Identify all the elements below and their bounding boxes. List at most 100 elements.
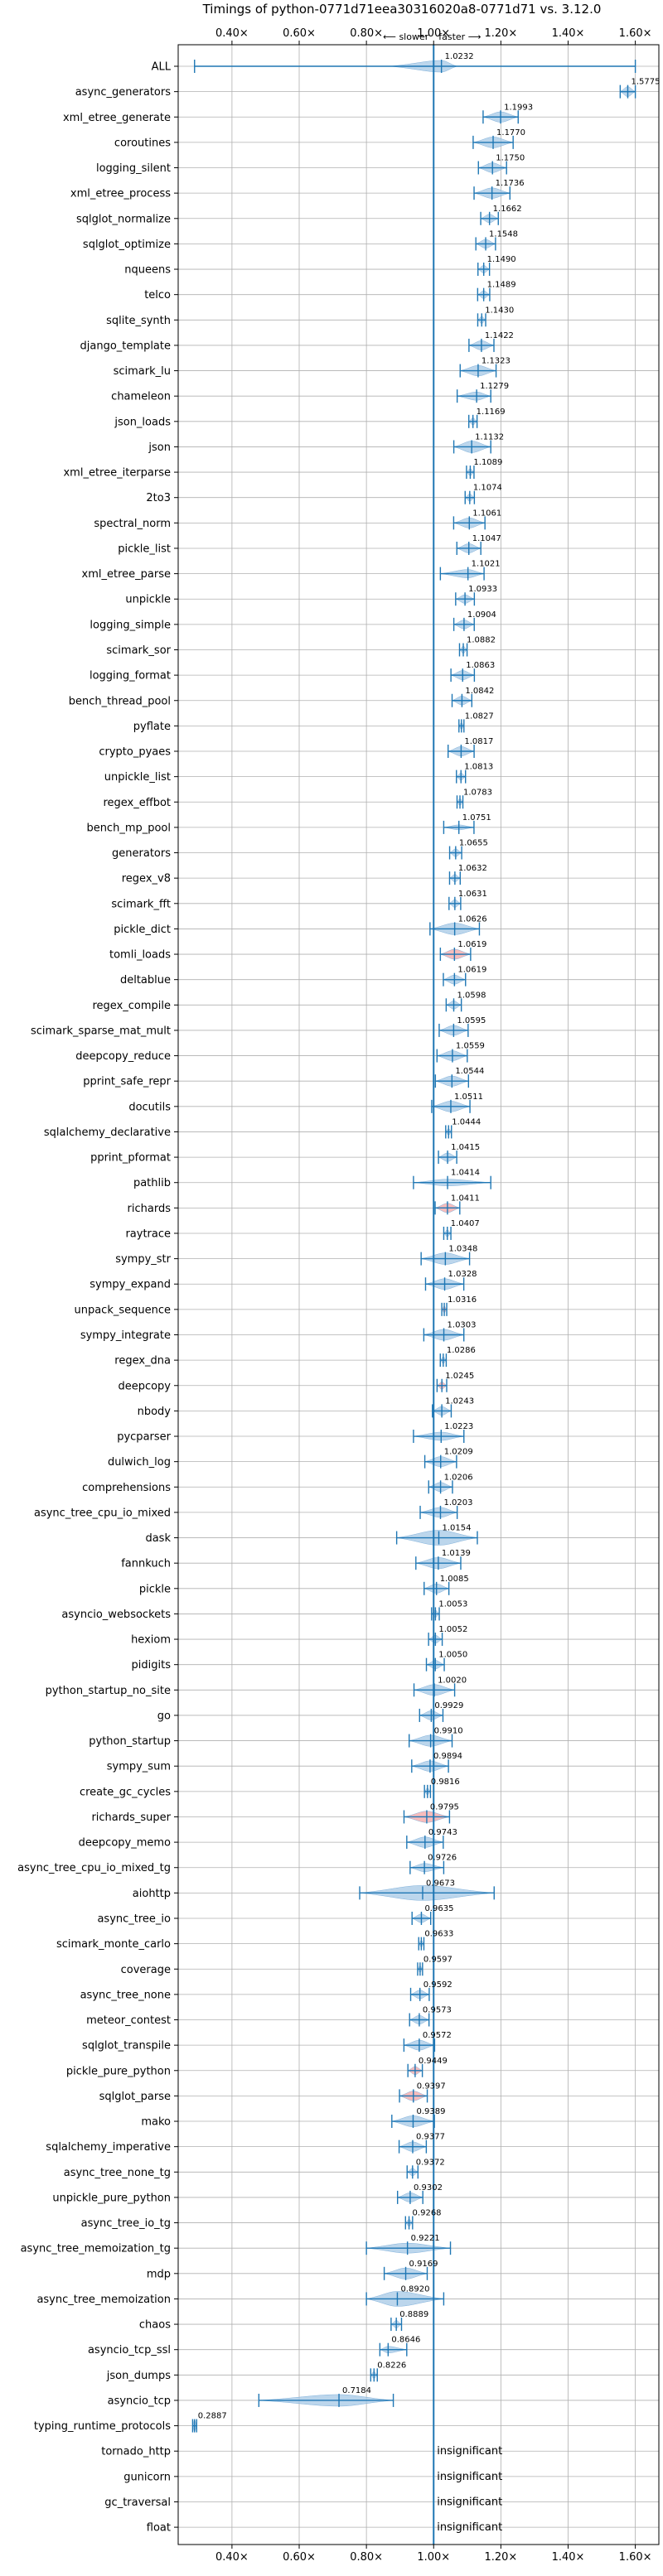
value-label: 1.0933 xyxy=(468,585,497,594)
benchmark-name: fannkuch xyxy=(121,1558,171,1570)
value-label: 1.0904 xyxy=(467,610,496,620)
value-label: 1.0050 xyxy=(438,1651,467,1660)
benchmark-name: unpickle_pure_python xyxy=(52,2192,171,2204)
benchmark-name: deepcopy_reduce xyxy=(75,1050,171,1063)
benchmark-name: sympy_sum xyxy=(107,1761,171,1773)
value-label: 1.1750 xyxy=(496,154,525,163)
benchmark-name: comprehensions xyxy=(82,1482,171,1494)
value-label: 1.0206 xyxy=(444,1473,473,1482)
tick-label-bottom: 1.00× xyxy=(417,2551,450,2564)
value-label: 1.0595 xyxy=(457,1016,486,1025)
benchmark-name: gunicorn xyxy=(123,2471,171,2483)
value-label: 1.1061 xyxy=(472,509,501,518)
benchmark-name: mako xyxy=(141,2116,171,2129)
tick-label-bottom: 1.60× xyxy=(619,2551,652,2564)
value-label: 0.8920 xyxy=(400,2284,429,2294)
benchmark-name: pprint_pformat xyxy=(90,1152,171,1165)
benchmark-name: mdp xyxy=(147,2268,171,2280)
value-labels: 1.0232 1.5775 1.1993 1.1770 1.1750 1.1736 1.16… xyxy=(198,52,661,2534)
benchmark-name: spectral_norm xyxy=(94,518,171,530)
benchmark-name: scimark_fft xyxy=(111,898,171,910)
value-label: 0.2887 xyxy=(198,2412,227,2421)
value-label: 1.1047 xyxy=(472,534,501,543)
benchmark-name: go xyxy=(157,1710,171,1722)
benchmark-name: meteor_contest xyxy=(86,2014,171,2027)
value-label: 0.8889 xyxy=(399,2310,428,2319)
value-label: 0.9372 xyxy=(416,2158,445,2167)
benchmark-name: docutils xyxy=(128,1101,171,1113)
value-label: 1.0316 xyxy=(448,1295,477,1305)
value-label: 0.7184 xyxy=(342,2386,371,2395)
benchmark-name: chaos xyxy=(139,2319,171,2332)
benchmark-name: create_gc_cycles xyxy=(80,1786,171,1798)
benchmark-name: 2to3 xyxy=(146,492,171,504)
value-label: 1.0223 xyxy=(444,1422,473,1431)
value-label: 1.0631 xyxy=(458,890,487,899)
tick-label-top: 0.80× xyxy=(350,27,383,40)
benchmark-name: sympy_integrate xyxy=(80,1329,171,1342)
benchmark-name: crypto_pyaes xyxy=(99,746,171,759)
benchmark-name: async_tree_io_tg xyxy=(81,2217,171,2230)
benchmark-name: sqlalchemy_imperative xyxy=(46,2141,171,2154)
insignificant-label: insignificant xyxy=(437,2521,502,2534)
value-label: 1.1490 xyxy=(487,255,516,264)
benchmark-name: chameleon xyxy=(111,391,171,403)
benchmark-name: scimark_sor xyxy=(106,644,171,657)
value-label: 0.8226 xyxy=(377,2361,406,2370)
benchmark-name: tomli_loads xyxy=(109,949,171,962)
benchmark-name: async_generators xyxy=(75,86,172,99)
value-label: 1.0243 xyxy=(445,1397,474,1406)
value-label: 1.0203 xyxy=(443,1498,472,1507)
benchmark-name: asyncio_websockets xyxy=(61,1609,171,1621)
benchmark-name: sympy_expand xyxy=(90,1279,171,1291)
tick-label-bottom: 1.40× xyxy=(552,2551,585,2564)
value-label: 0.9597 xyxy=(423,1955,452,1964)
tick-label-top: 0.60× xyxy=(283,27,316,40)
value-label: 1.0411 xyxy=(451,1194,480,1203)
tick-label-top: 1.20× xyxy=(484,27,517,40)
insignificant-label: insignificant xyxy=(437,2496,502,2508)
value-label: 1.0559 xyxy=(456,1042,485,1051)
benchmark-name: json_dumps xyxy=(106,2370,171,2382)
value-label: 1.1422 xyxy=(485,331,514,340)
insignificant-label: insignificant xyxy=(437,2471,502,2483)
benchmark-name: async_tree_io xyxy=(97,1913,171,1925)
value-label: 0.9573 xyxy=(423,2006,452,2015)
value-label: 0.9302 xyxy=(414,2183,443,2192)
benchmark-name: regex_dna xyxy=(114,1355,171,1368)
benchmark-name: sqlglot_normalize xyxy=(76,213,171,225)
tick-label-top: 1.60× xyxy=(619,27,652,40)
benchmark-name: sqlite_synth xyxy=(106,315,171,327)
benchmark-name: xml_etree_process xyxy=(70,188,171,200)
benchmark-name: ALL xyxy=(152,61,172,74)
value-label: 1.0863 xyxy=(466,661,495,670)
benchmark-name: python_startup_no_site xyxy=(46,1685,171,1697)
benchmark-name: asyncio_tcp_ssl xyxy=(88,2344,171,2357)
value-label: 1.0020 xyxy=(438,1676,467,1685)
benchmark-name: coroutines xyxy=(114,137,171,149)
value-label: 1.1169 xyxy=(477,408,506,417)
benchmark-name: logging_format xyxy=(90,670,171,683)
benchmark-name: pickle_dict xyxy=(114,924,171,936)
benchmark-name: scimark_monte_carlo xyxy=(56,1938,171,1951)
value-label: 1.0842 xyxy=(465,687,494,696)
benchmark-name: telco xyxy=(144,289,171,301)
benchmark-name: sqlglot_parse xyxy=(99,2091,171,2103)
tick-label-bottom: 1.20× xyxy=(484,2551,517,2564)
benchmark-name: async_tree_none xyxy=(80,1989,171,2001)
value-label: 1.0348 xyxy=(448,1245,477,1254)
tick-label-bottom: 0.40× xyxy=(215,2551,249,2564)
value-label: 1.0053 xyxy=(438,1599,467,1609)
value-label: 1.0544 xyxy=(455,1067,484,1076)
tick-label-bottom: 0.80× xyxy=(350,2551,383,2564)
benchmark-name: sqlalchemy_declarative xyxy=(44,1126,171,1139)
benchmark-name: logging_simple xyxy=(90,619,171,631)
value-label: 1.1074 xyxy=(473,484,502,493)
value-label: 0.9816 xyxy=(431,1778,460,1787)
value-label: 1.5775 xyxy=(631,78,660,87)
benchmark-name: sqlglot_optimize xyxy=(83,239,171,251)
value-label: 1.1323 xyxy=(482,357,511,366)
value-label: 1.1279 xyxy=(480,382,509,391)
value-label: 1.0415 xyxy=(451,1143,480,1152)
